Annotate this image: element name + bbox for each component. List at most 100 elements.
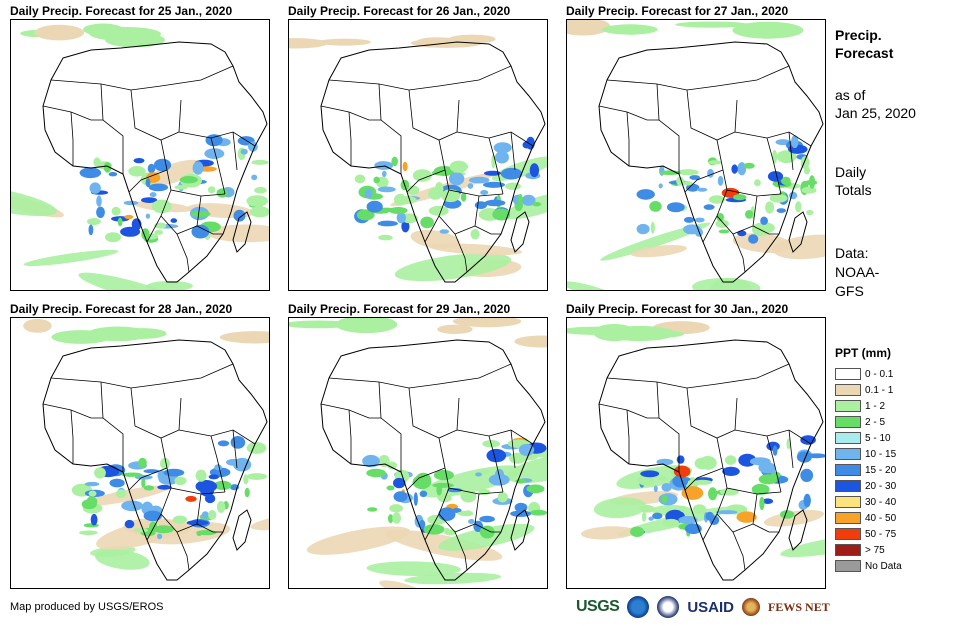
country-border <box>50 65 234 91</box>
country-border <box>438 493 480 533</box>
country-border <box>130 89 182 141</box>
country-border <box>128 169 168 193</box>
totals-label-2: Totals <box>835 182 872 198</box>
country-border <box>232 131 238 171</box>
country-border <box>196 523 223 533</box>
heading-precip: Precip. <box>835 27 882 43</box>
legend-item: > 75 <box>835 542 955 558</box>
country-border <box>456 429 534 445</box>
country-border <box>656 381 680 472</box>
madagascar-outline <box>788 211 808 253</box>
country-border <box>70 111 74 166</box>
totals-label-1: Daily <box>835 164 867 180</box>
africa-coastline <box>320 41 546 283</box>
country-border <box>598 105 659 121</box>
country-border <box>606 363 790 389</box>
forecast-panel-6: Daily Precip. Forecast for 30 Jan., 2020 <box>566 302 826 589</box>
legend-swatch <box>835 496 861 508</box>
country-border <box>328 363 512 389</box>
precip-map[interactable] <box>288 317 548 589</box>
legend-label: 30 - 40 <box>865 496 897 508</box>
country-border <box>734 131 812 147</box>
madagascar-outline <box>788 509 808 551</box>
country-border <box>196 225 223 235</box>
country-border <box>488 137 504 195</box>
legend-items: 0 - 0.1 0.1 - 1 1 - 2 2 - 5 5 - 10 10 - 15 15 … <box>835 366 955 574</box>
legend-label: 10 - 15 <box>865 448 897 460</box>
madagascar-outline <box>232 211 252 253</box>
country-border <box>378 381 402 472</box>
forecast-panel-3: Daily Precip. Forecast for 27 Jan., 2020 <box>566 4 826 291</box>
legend-label: 20 - 30 <box>865 480 897 492</box>
forecast-panel-2: Daily Precip. Forecast for 26 Jan., 2020 <box>288 4 548 291</box>
country-border <box>716 195 758 235</box>
africa-coastline <box>320 339 546 581</box>
forecast-panel-5: Daily Precip. Forecast for 29 Jan., 2020 <box>288 302 548 589</box>
country-border <box>408 89 460 141</box>
logo-strip: USGS USAID FEWS NET <box>576 594 830 620</box>
country-border <box>406 467 446 491</box>
country-border <box>406 169 446 193</box>
country-border <box>686 387 738 439</box>
country-border <box>626 409 630 464</box>
legend-label: 15 - 20 <box>865 464 897 476</box>
legend-item: 30 - 40 <box>835 494 955 510</box>
legend-label: 1 - 2 <box>865 400 886 412</box>
precip-map[interactable] <box>10 317 270 589</box>
precip-map[interactable] <box>10 19 270 291</box>
country-border <box>456 131 534 147</box>
madagascar-outline <box>510 211 530 253</box>
country-border <box>176 531 190 571</box>
country-border <box>70 409 74 464</box>
country-border <box>210 137 226 195</box>
country-border <box>128 467 168 491</box>
as-of-date: Jan 25, 2020 <box>835 105 916 121</box>
legend-swatch <box>835 416 861 428</box>
usaid-logo: USAID <box>687 598 735 616</box>
country-border <box>684 169 724 193</box>
precip-map[interactable] <box>288 19 548 291</box>
legend-label: No Data <box>865 560 902 572</box>
noaa-logo-icon <box>627 596 650 618</box>
country-border <box>510 429 516 469</box>
panel-title: Daily Precip. Forecast for 28 Jan., 2020 <box>10 302 233 316</box>
legend-label: 0 - 0.1 <box>865 368 894 380</box>
country-border <box>328 65 512 91</box>
africa-coastline <box>598 41 824 283</box>
precip-map[interactable] <box>566 317 826 589</box>
country-border <box>752 225 779 235</box>
panel-title: Daily Precip. Forecast for 25 Jan., 2020 <box>10 4 233 18</box>
legend-swatch <box>835 432 861 444</box>
country-border <box>320 105 381 121</box>
legend-item: 0.1 - 1 <box>835 382 955 398</box>
country-border <box>178 429 256 445</box>
legend-swatch <box>835 400 861 412</box>
country-border <box>100 381 124 472</box>
panel-title: Daily Precip. Forecast for 29 Jan., 2020 <box>288 302 511 316</box>
country-border <box>160 493 202 533</box>
legend-label: 5 - 10 <box>865 432 891 444</box>
legend-item: 2 - 5 <box>835 414 955 430</box>
usaid-seal-icon <box>657 596 680 618</box>
legend-label: 0.1 - 1 <box>865 384 894 396</box>
legend-item: 20 - 30 <box>835 478 955 494</box>
precip-field <box>11 23 269 290</box>
madagascar-outline <box>232 509 252 551</box>
country-border <box>232 429 238 469</box>
legend-swatch <box>835 384 861 396</box>
precip-field <box>567 321 825 558</box>
country-border <box>656 83 680 174</box>
country-border <box>348 111 352 166</box>
country-border <box>686 89 738 141</box>
legend-swatch <box>835 512 861 524</box>
africa-coastline <box>598 339 824 581</box>
legend-item: No Data <box>835 558 955 574</box>
country-border <box>732 233 746 273</box>
precip-field <box>289 34 547 282</box>
legend-item: 5 - 10 <box>835 430 955 446</box>
legend-swatch <box>835 448 861 460</box>
precip-map[interactable] <box>566 19 826 291</box>
fews-globe-icon <box>742 598 761 616</box>
country-border <box>176 233 190 273</box>
as-of-label: as of <box>835 87 866 103</box>
